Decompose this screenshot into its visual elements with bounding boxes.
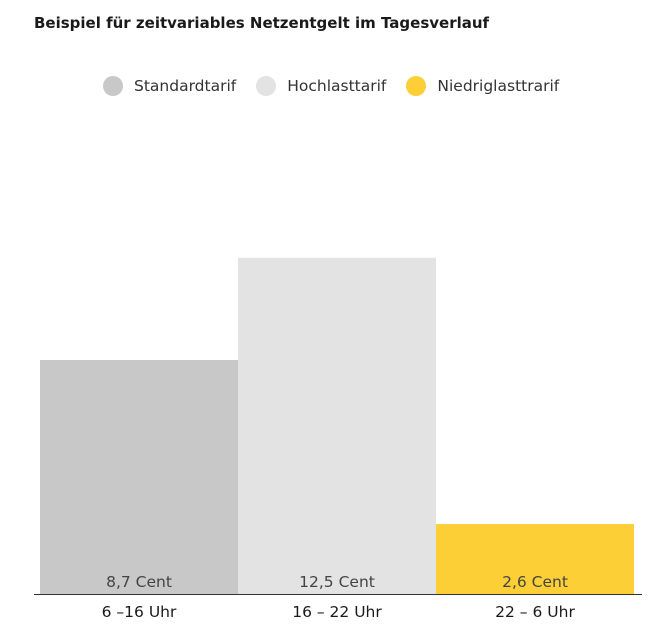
legend: Standardtarif Hochlasttarif Niedriglastt…: [103, 76, 579, 96]
legend-label-hochlasttarif: Hochlasttarif: [287, 77, 387, 95]
data-label-6-16-uhr: 8,7 Cent: [106, 573, 172, 591]
legend-swatch-hochlasttarif: [256, 76, 277, 96]
x-tick-label-16-22-uhr: 16 – 22 Uhr: [292, 603, 382, 621]
legend-label-niedriglasttarif: Niedriglasttrarif: [437, 77, 560, 95]
bar-6-16-uhr: [40, 360, 238, 594]
data-label-16-22-uhr: 12,5 Cent: [299, 573, 375, 591]
bar-16-22-uhr: [238, 257, 436, 594]
legend-swatch-standardtarif: [103, 76, 123, 96]
legend-item-standardtarif: Standardtarif: [103, 76, 236, 96]
legend-item-niedriglasttarif: Niedriglasttrarif: [406, 76, 559, 96]
chart-title: Beispiel für zeitvariables Netzentgelt i…: [34, 14, 490, 32]
data-label-22-6-uhr: 2,6 Cent: [502, 573, 568, 591]
x-tick-label-22-6-uhr: 22 – 6 Uhr: [495, 603, 575, 621]
bar-22-6-uhr: [436, 524, 634, 594]
legend-swatch-niedriglasttarif: [406, 76, 427, 96]
x-tick-label-6-16-uhr: 6 –16 Uhr: [102, 603, 177, 621]
legend-label-standardtarif: Standardtarif: [134, 77, 237, 95]
legend-item-hochlasttarif: Hochlasttarif: [256, 76, 386, 96]
